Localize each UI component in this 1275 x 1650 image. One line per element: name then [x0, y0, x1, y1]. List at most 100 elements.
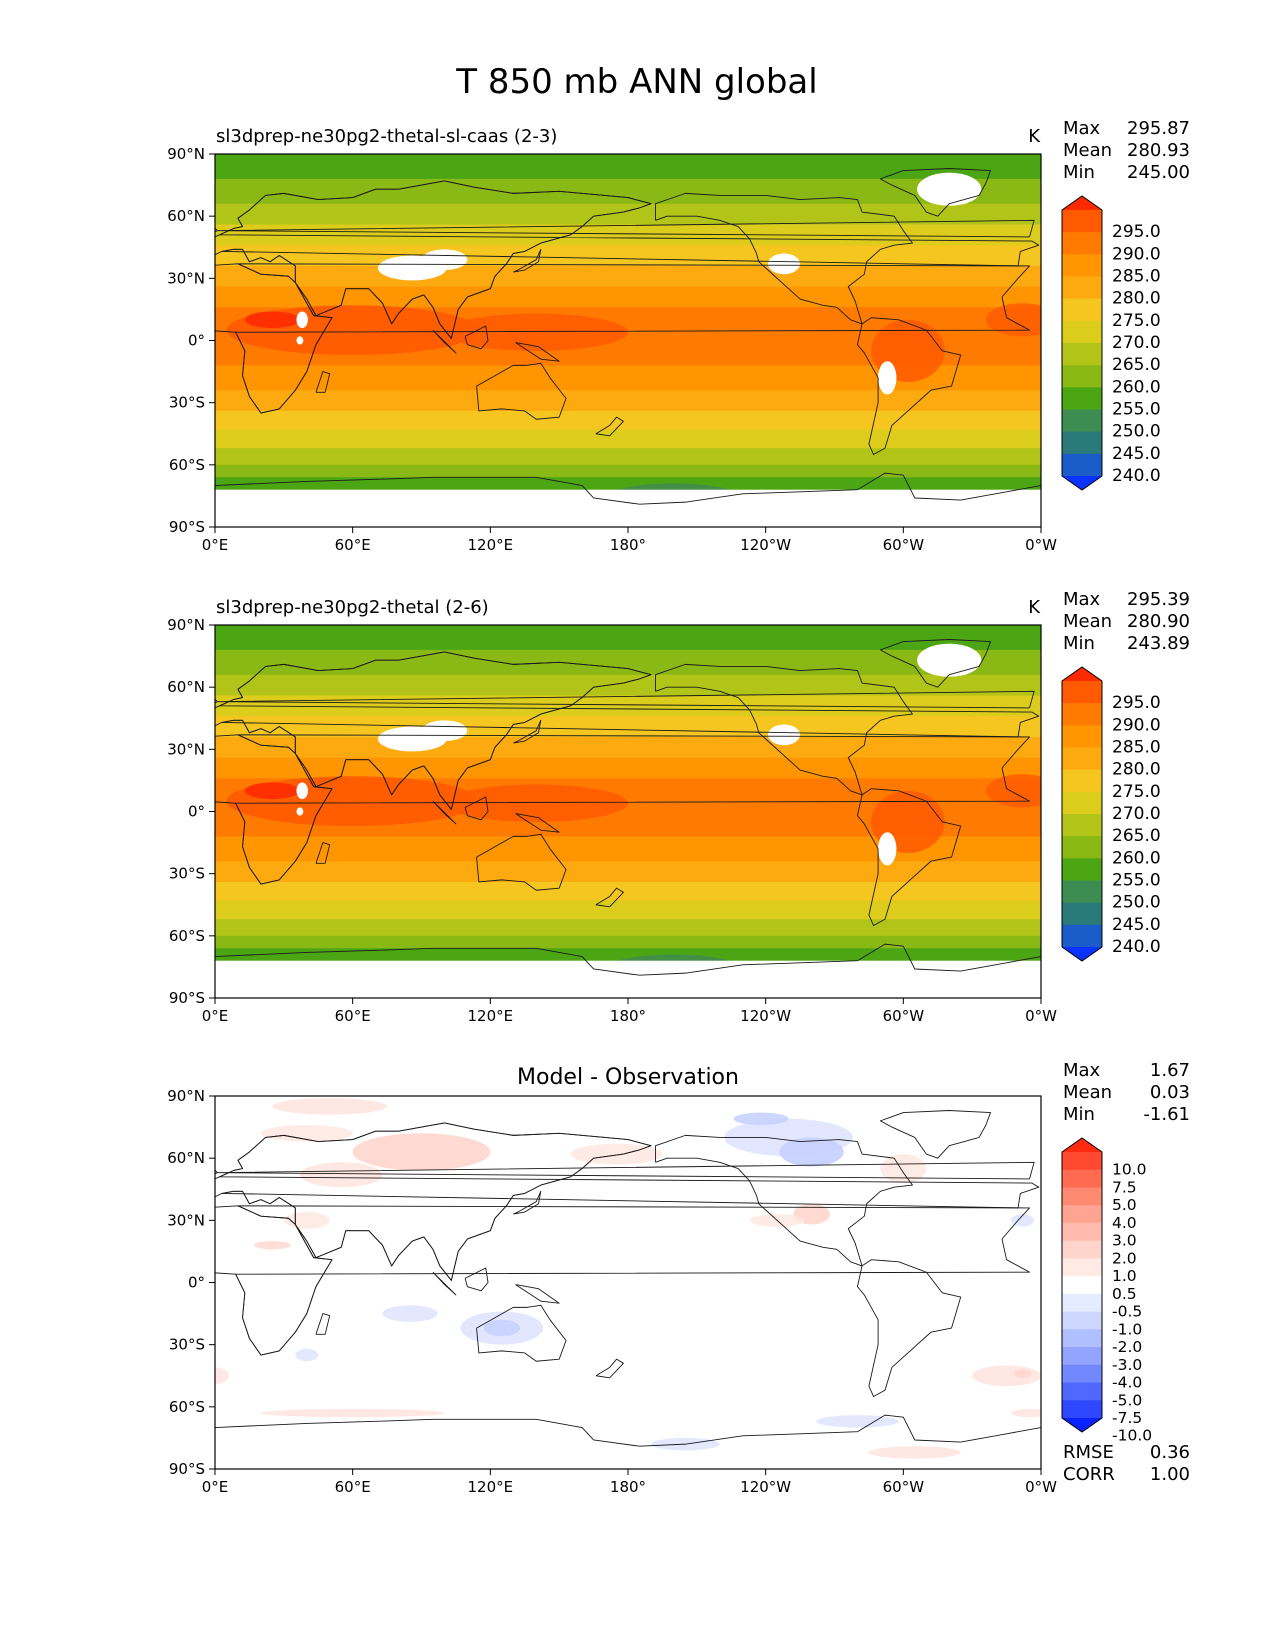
- field-band: [215, 625, 1041, 651]
- masked-ethiopia: [296, 311, 308, 329]
- field-band: [215, 919, 1041, 937]
- stat-label: CORR: [1063, 1464, 1115, 1485]
- coastline: [476, 1304, 567, 1362]
- stat-value: 295.87: [1127, 118, 1190, 139]
- field-band: [215, 900, 1041, 920]
- map-field: [215, 154, 1041, 527]
- field-band: [215, 757, 1041, 779]
- colorbar-segment: [1062, 210, 1102, 233]
- warm-core: [444, 784, 628, 822]
- x-tick-label: 60°E: [335, 1007, 371, 1025]
- colorbar-tick-label: -3.0: [1112, 1356, 1142, 1374]
- coastline: [215, 734, 333, 885]
- positive-anomaly: [1013, 1369, 1032, 1378]
- positive-anomaly: [215, 1367, 229, 1385]
- coastline: [856, 317, 962, 455]
- coastline: [595, 416, 624, 437]
- coastline: [432, 800, 457, 825]
- colorbar-tick-label: 260.0: [1112, 377, 1161, 397]
- colorbar-tick-label: 270.0: [1112, 804, 1161, 824]
- negative-anomaly: [733, 1112, 789, 1126]
- colorbar-tick-label: -10.0: [1112, 1427, 1152, 1445]
- x-tick-label: 0°E: [202, 1478, 229, 1496]
- colorbar-extend-bottom: [1062, 947, 1102, 961]
- panel-1: 0°E 60°E 120°E 180° 120°W 60°W 0°W 90°N 60°N 30°N…: [167, 118, 1190, 554]
- negative-anomaly: [483, 1319, 521, 1337]
- coastline: [513, 248, 542, 273]
- coastline: [595, 887, 624, 908]
- colorbar-tick-label: 1.0: [1112, 1267, 1137, 1285]
- masked-rockies: [767, 253, 801, 275]
- colorbar-segment: [1062, 254, 1102, 277]
- y-tick-label: 0°: [188, 332, 205, 350]
- colorbar-tick-label: 2.0: [1112, 1249, 1137, 1267]
- x-tick-label: 120°W: [740, 1007, 791, 1025]
- stat-value: 1.67: [1150, 1060, 1190, 1081]
- colorbar-segment: [1062, 791, 1102, 815]
- coastline: [879, 639, 991, 688]
- colorbar: 10.07.55.04.03.02.01.00.5-0.5-1.0-2.0-3.…: [1061, 1137, 1152, 1445]
- colorbar-segment: [1062, 747, 1102, 771]
- masked-greenland: [917, 172, 982, 206]
- colorbar-segment: [1062, 902, 1102, 926]
- colorbar-extend-top: [1062, 1138, 1102, 1152]
- colorbar-segment: [1062, 232, 1102, 255]
- colorbar-segment: [1062, 1293, 1102, 1312]
- colorbar-tick-label: 4.0: [1112, 1214, 1137, 1232]
- colorbar-segment: [1062, 365, 1102, 388]
- coastline: [464, 796, 489, 821]
- colorbar-segment: [1062, 1187, 1102, 1206]
- coastline: [215, 1414, 1041, 1447]
- coastline: [515, 1284, 560, 1304]
- stat-value: 280.93: [1127, 140, 1190, 161]
- colorbar-segment: [1062, 725, 1102, 748]
- colorbar-segment: [1062, 703, 1102, 726]
- colorbar-tick-label: 285.0: [1112, 267, 1161, 287]
- x-tick-label: 60°W: [883, 1007, 925, 1025]
- x-tick-label: 120°W: [740, 536, 791, 554]
- colorbar-tick-label: 290.0: [1112, 715, 1161, 735]
- colorbar-tick-label: 255.0: [1112, 871, 1161, 891]
- masked-tibet: [421, 720, 468, 742]
- colorbar-tick-label: 255.0: [1112, 400, 1161, 420]
- stat-label: Mean: [1063, 140, 1112, 161]
- x-tick-label: 60°W: [883, 1478, 925, 1496]
- masked-ethiopia: [296, 782, 308, 800]
- coastline: [476, 362, 567, 420]
- stat-label: Max: [1063, 589, 1101, 610]
- colorbar-segment: [1062, 1169, 1102, 1188]
- stat-value: 0.36: [1150, 1442, 1190, 1463]
- y-tick-label: 90°S: [169, 518, 205, 536]
- colorbar-segment: [1062, 681, 1102, 704]
- positive-anomaly: [868, 1446, 961, 1459]
- y-tick-label: 90°N: [167, 1087, 205, 1105]
- field-band: [215, 224, 1041, 246]
- stat-label: Max: [1063, 1060, 1101, 1081]
- coastline: [464, 1267, 489, 1292]
- colorbar-outline: [1061, 666, 1103, 962]
- colorbar-tick-label: 240.0: [1112, 466, 1161, 486]
- colorbar-tick-label: 245.0: [1112, 915, 1161, 935]
- y-tick-label: 60°N: [167, 207, 205, 225]
- colorbar-tick-label: 295.0: [1112, 693, 1161, 713]
- coastline: [655, 192, 913, 325]
- panel-title: Model - Observation: [517, 1065, 739, 1090]
- coastline: [515, 342, 560, 362]
- colorbar-segment: [1062, 1222, 1102, 1242]
- field-band: [215, 736, 1041, 759]
- colorbar-tick-label: 275.0: [1112, 311, 1161, 331]
- coastline: [464, 325, 489, 350]
- colorbar-extend-top: [1062, 667, 1102, 681]
- colorbar-segment: [1062, 769, 1102, 793]
- masked-antarctica: [215, 489, 1041, 527]
- y-tick-label: 90°N: [167, 145, 205, 163]
- coastline: [315, 1313, 331, 1335]
- colorbar-tick-label: 280.0: [1112, 760, 1161, 780]
- colorbar-segment: [1062, 858, 1102, 881]
- y-tick-label: 90°S: [169, 989, 205, 1007]
- colorbar-segment: [1062, 320, 1102, 344]
- y-tick-label: 30°S: [169, 394, 205, 412]
- coastline: [215, 180, 652, 339]
- colorbar-segment: [1062, 1400, 1102, 1419]
